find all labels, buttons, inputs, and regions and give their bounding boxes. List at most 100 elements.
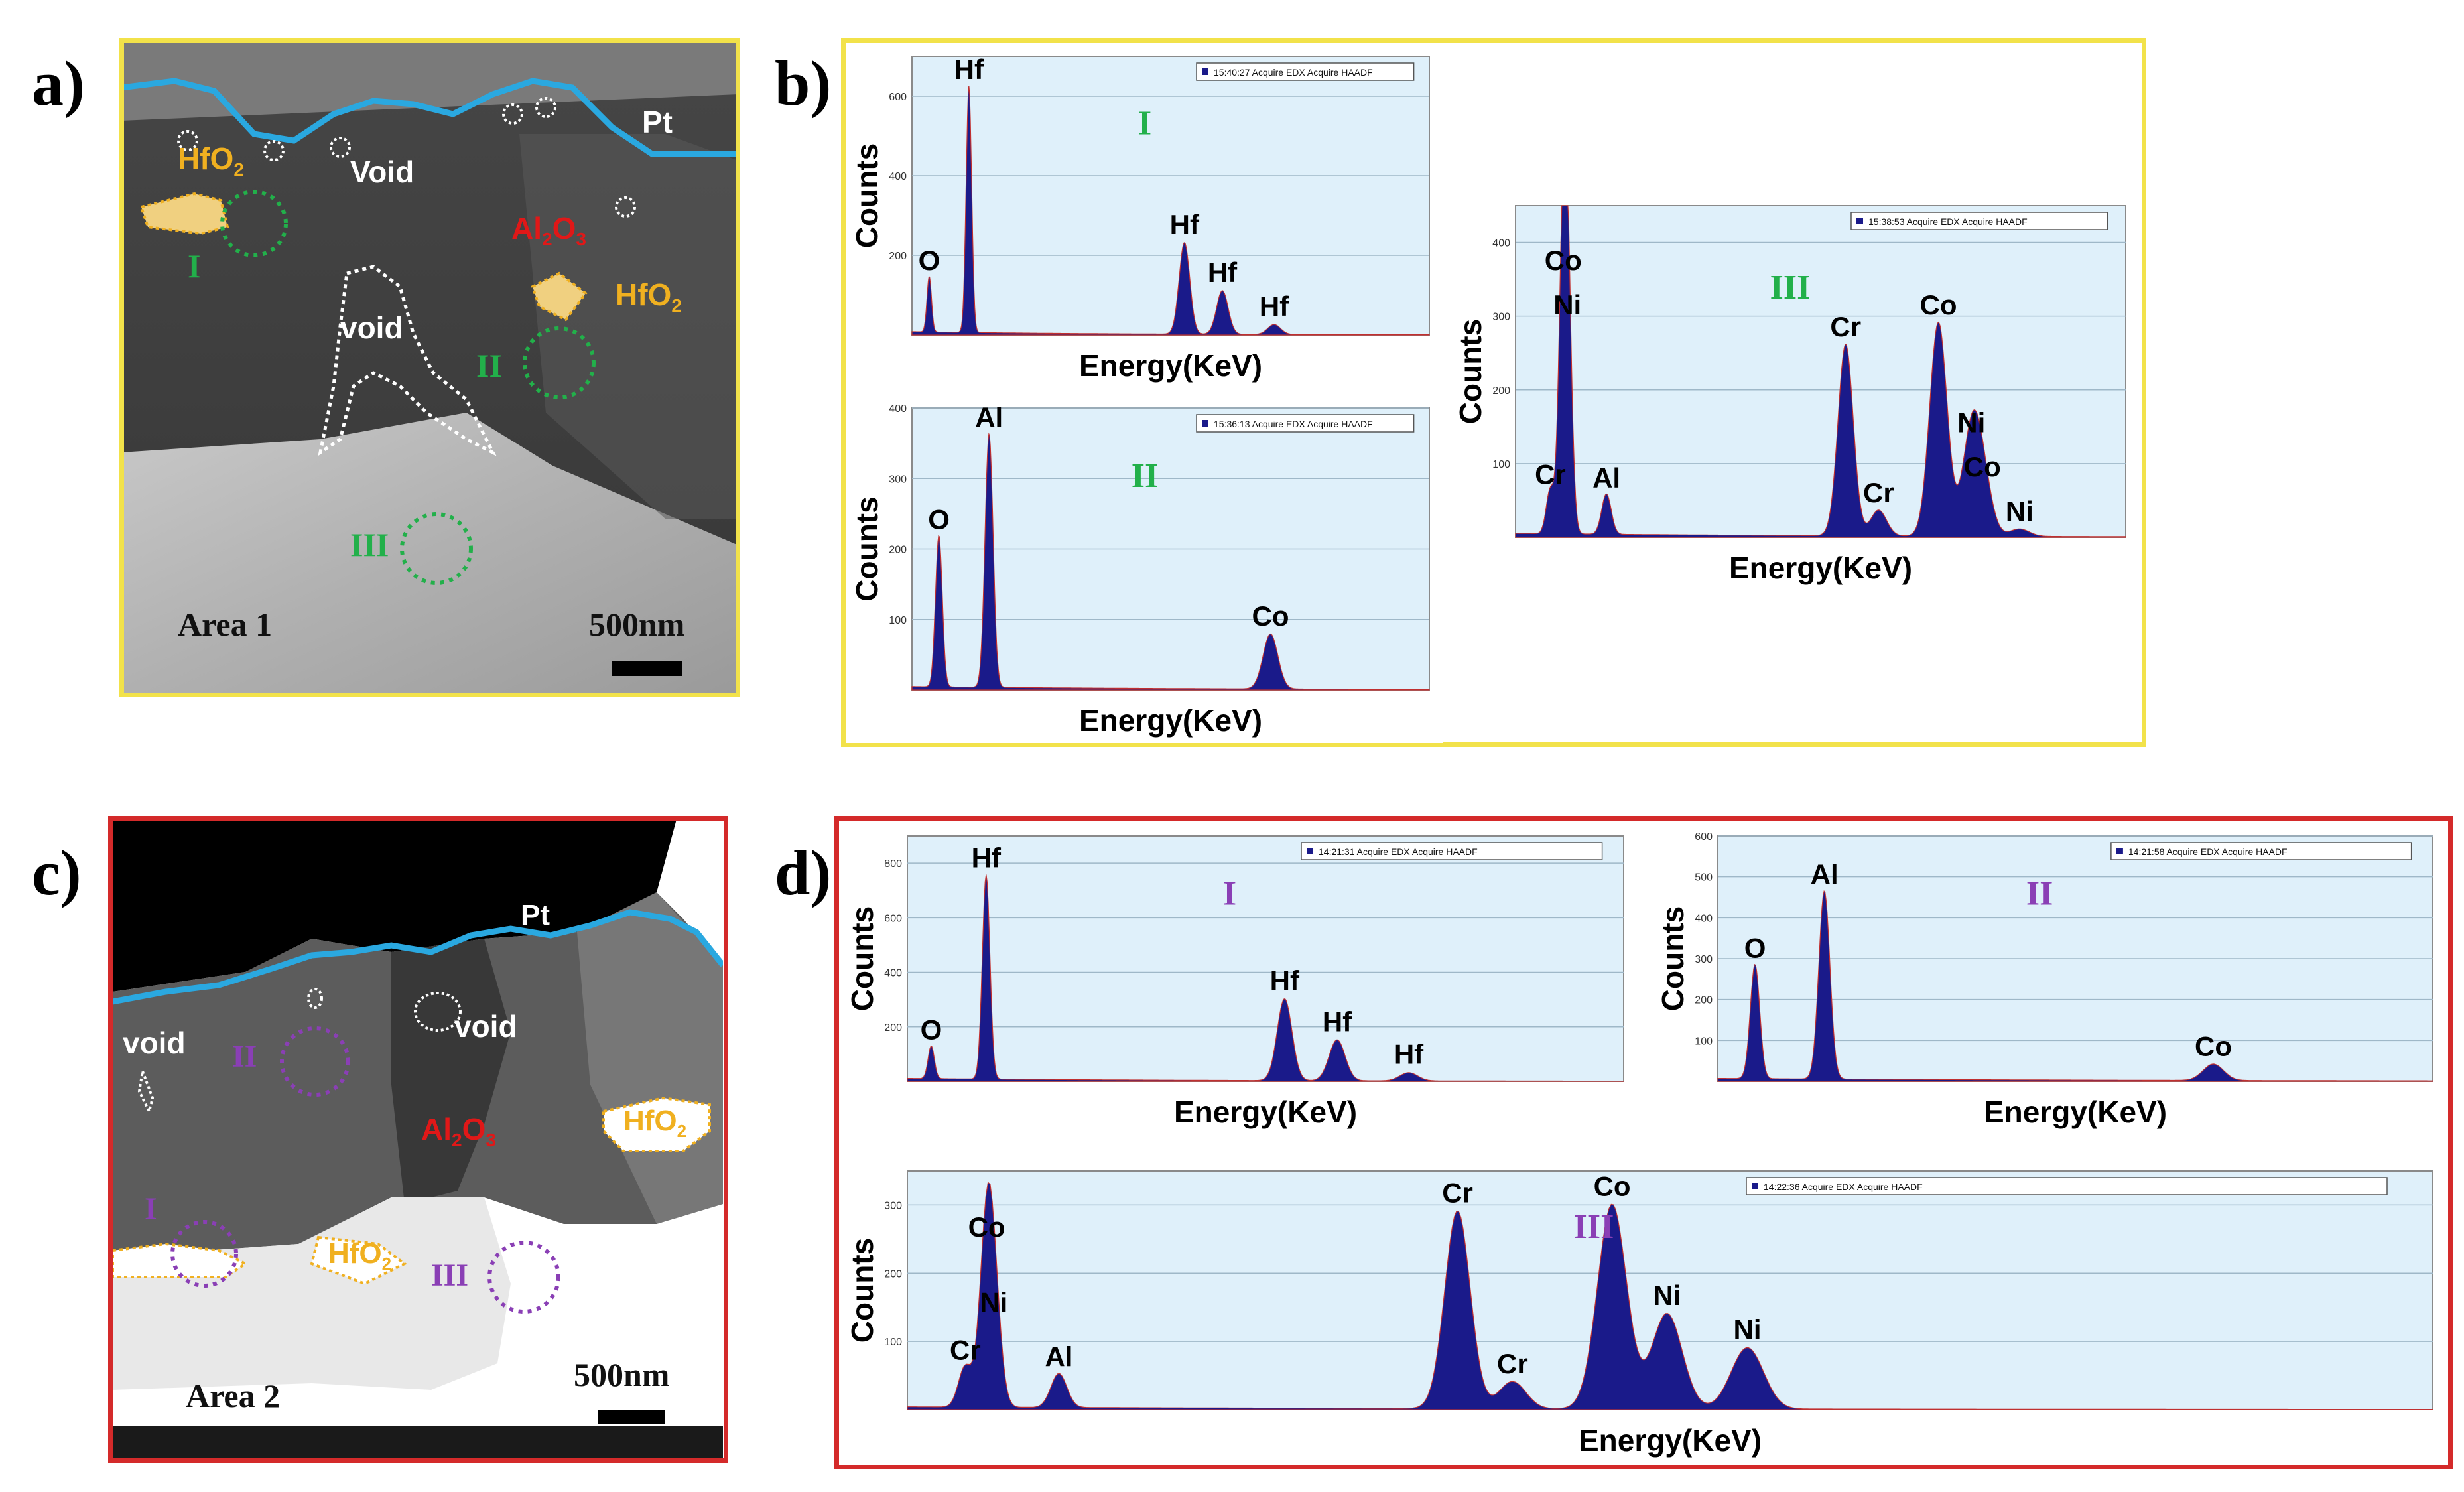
- legend-entry: 15:38:53 Acquire EDX Acquire HAADF: [1868, 216, 2028, 227]
- legend: 15:38:53 Acquire EDX Acquire HAADF: [1850, 212, 2108, 230]
- x-axis-label: Energy(KeV): [1984, 1095, 2167, 1129]
- plot-area: [907, 835, 1624, 1082]
- label-site-a1: I: [188, 247, 201, 285]
- y-tick-label: 300: [1695, 954, 1713, 965]
- peak-label: Ni: [2006, 496, 2034, 527]
- site-roman-label: III: [1770, 269, 1811, 306]
- label-void-a-top: Void: [350, 155, 415, 189]
- y-tick-label: 300: [884, 1200, 902, 1211]
- peak-label: Co: [1545, 245, 1582, 276]
- label-hfo2-a-right: HfO2: [616, 277, 682, 316]
- peak-label: O: [919, 245, 940, 276]
- legend-entry: 14:21:31 Acquire EDX Acquire HAADF: [1319, 847, 1478, 857]
- label-site-c1: I: [145, 1191, 157, 1227]
- legend: 15:40:27 Acquire EDX Acquire HAADF: [1196, 62, 1415, 81]
- peak-label: Cr: [950, 1334, 981, 1365]
- label-hfo2-a-top: HfO2: [178, 141, 244, 180]
- y-tick-label: 400: [1492, 238, 1510, 249]
- label-hfo2-c-right: HfO2: [623, 1105, 687, 1141]
- y-tick-label: 400: [889, 403, 907, 415]
- spectrum-d-II: 100 200 300 400 500 600 O Al Co II 14:21:58 Acquir…: [1652, 823, 2446, 1134]
- y-tick-label: 800: [884, 858, 902, 870]
- tem-image-a-drawing: [121, 41, 738, 695]
- legend: 14:21:58 Acquire EDX Acquire HAADF: [2110, 842, 2412, 860]
- spectrum-svg: 100200300400CrCoNiAlCrCrCoNiCoNiIII15:38…: [1453, 205, 2126, 585]
- y-tick-label: 100: [884, 1337, 902, 1348]
- spectrum-series: [1515, 205, 2126, 538]
- site-roman-label: III: [1574, 1208, 1614, 1246]
- legend: 15:36:13 Acquire EDX Acquire HAADF: [1196, 414, 1415, 433]
- peak-label: Ni: [1957, 407, 1985, 439]
- spectrum-b-II: 100 200 300 400 O Al Co II 15:36:13 Acquire EDX …: [846, 395, 1443, 743]
- plot-area: [1515, 205, 2126, 538]
- hfo2-particle-a1: [139, 192, 229, 236]
- legend-entry: 15:40:27 Acquire EDX Acquire HAADF: [1214, 67, 1373, 78]
- y-axis-label: Counts: [1655, 906, 1690, 1011]
- y-tick-label: 500: [1695, 872, 1713, 884]
- peak-label: Co: [1964, 451, 2001, 482]
- y-tick-label: 300: [1492, 312, 1510, 323]
- label-pt-a: Pt: [642, 105, 673, 139]
- x-axis-label: Energy(KeV): [1079, 703, 1262, 738]
- hfo2-particle-c2: [310, 1235, 407, 1286]
- scale-bar-c: [598, 1410, 665, 1424]
- spectrum-svg: 100 200 300 Cr Co Ni Al Cr Cr Co Ni Ni III 14:22:36 A…: [845, 1170, 2433, 1458]
- site-roman-label: I: [1138, 105, 1151, 143]
- y-tick-label: 200: [1695, 995, 1713, 1006]
- hfo2-particle-a2: [531, 271, 588, 322]
- peak-label: O: [1744, 932, 1766, 963]
- y-tick-label: 100: [1492, 459, 1510, 470]
- panel-letter-b: b): [775, 48, 832, 119]
- peak-label: Co: [1920, 289, 1957, 320]
- site-roman-label: II: [2026, 875, 2053, 913]
- site-marker-c3: [487, 1241, 560, 1314]
- legend: 14:21:31 Acquire EDX Acquire HAADF: [1301, 842, 1603, 860]
- scale-bar-a: [612, 661, 682, 676]
- y-tick-label: 100: [889, 615, 907, 626]
- site-marker-c2: [280, 1026, 350, 1097]
- pt-boundary-line-a: [121, 78, 738, 157]
- site-marker-c1: [170, 1220, 238, 1288]
- y-tick-label: 200: [1492, 385, 1510, 397]
- area-label-a: Area 1: [178, 606, 273, 643]
- frame-panel-a: [119, 38, 740, 697]
- label-al2o3-a: Al2O3: [511, 211, 586, 250]
- plot-area: [911, 56, 1430, 336]
- frame-panel-b: [841, 38, 2146, 747]
- peak-label: Co: [1594, 1170, 1631, 1201]
- panel-letter-a: a): [32, 48, 85, 119]
- label-void-c-mid: void: [454, 1009, 517, 1044]
- site-roman-label: II: [1132, 457, 1158, 495]
- frame-panel-d: [834, 816, 2453, 1469]
- frame-panel-c: [108, 816, 728, 1463]
- peak-label: Hf: [1260, 291, 1289, 322]
- spectrum-svg: 100 200 300 400 500 600 O Al Co II 14:21:58 Acquir…: [1655, 831, 2433, 1129]
- scale-label-a: 500nm: [589, 606, 685, 643]
- peak-label: Cr: [1442, 1178, 1473, 1209]
- legend-entry: 14:22:36 Acquire EDX Acquire HAADF: [1764, 1182, 1923, 1192]
- x-axis-label: Energy(KeV): [1174, 1095, 1357, 1129]
- peak-label: Co: [1252, 600, 1289, 632]
- pt-boundary-line-c: [113, 909, 723, 1005]
- peak-label: Ni: [1653, 1280, 1681, 1311]
- peak-label: Al: [1811, 858, 1839, 890]
- peak-label: Hf: [1170, 209, 1200, 240]
- x-axis-label: Energy(KeV): [1079, 348, 1262, 383]
- label-site-c3: III: [431, 1258, 469, 1293]
- label-site-a3: III: [350, 526, 389, 563]
- x-axis-label: Energy(KeV): [1729, 551, 1912, 585]
- peak-label: Cr: [1830, 311, 1861, 342]
- peak-label: Hf: [954, 54, 984, 85]
- tem-image-area-2: Pt void void Al2O3 HfO2 HfO2 I II III Ar…: [113, 819, 723, 1459]
- y-tick-label: 100: [1695, 1036, 1713, 1047]
- label-void-c-left: void: [123, 1026, 186, 1060]
- spectrum-d-III: 100 200 300 Cr Co Ni Al Cr Cr Co Ni Ni III 14:22:36 A…: [841, 1158, 2446, 1463]
- y-tick-label: 400: [884, 968, 902, 979]
- label-void-a-mid: void: [340, 310, 403, 345]
- y-tick-label: 600: [1695, 831, 1713, 843]
- spectrum-series: [907, 874, 1624, 1082]
- label-site-c2: II: [232, 1039, 257, 1074]
- label-site-a2: II: [476, 347, 502, 384]
- scale-label-c: 500nm: [574, 1356, 670, 1393]
- tem-image-c-drawing: [113, 819, 723, 1459]
